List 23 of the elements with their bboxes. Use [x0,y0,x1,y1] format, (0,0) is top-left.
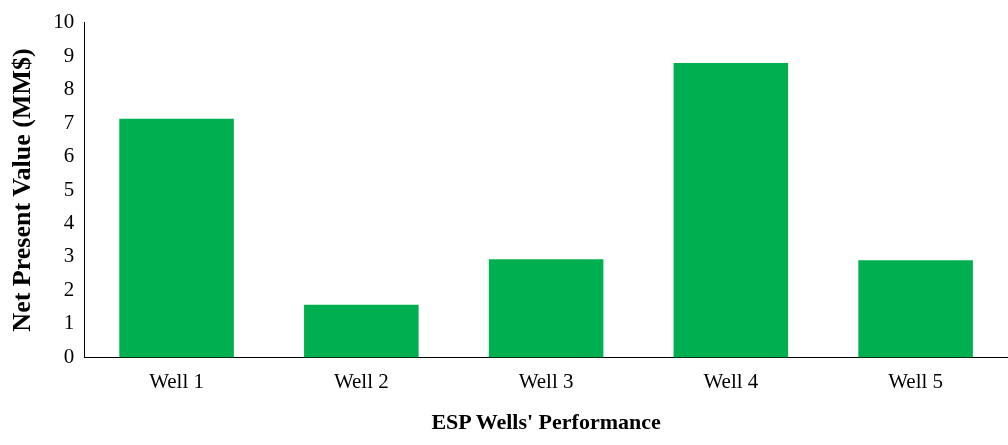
bar [673,63,789,358]
y-tick-label: 4 [63,210,75,234]
x-tick-label: Well 1 [149,368,205,393]
y-axis-title: Net Present Value (MM$) [7,48,37,332]
y-tick-label: 8 [63,76,75,101]
x-axis-title: ESP Wells' Performance [431,409,661,435]
y-tick-label: 9 [63,42,75,67]
x-tick-label: Well 2 [333,368,389,393]
y-tick-label: 5 [63,176,75,201]
bar [488,259,604,358]
bar [858,260,973,358]
bar [119,118,234,358]
x-tick-label: Well 3 [518,368,574,393]
y-tick-label: 6 [63,143,75,168]
y-tick-label: 7 [63,109,75,134]
y-tick-label: 3 [63,243,75,268]
y-tick-label: 1 [63,310,75,335]
x-tick-label: Well 4 [703,368,759,393]
y-tick-label: 0 [63,343,75,368]
y-tick-label: 2 [63,276,75,301]
y-tick-label: 10 [53,9,75,34]
x-tick-label: Well 5 [888,368,944,393]
bar [304,304,419,358]
